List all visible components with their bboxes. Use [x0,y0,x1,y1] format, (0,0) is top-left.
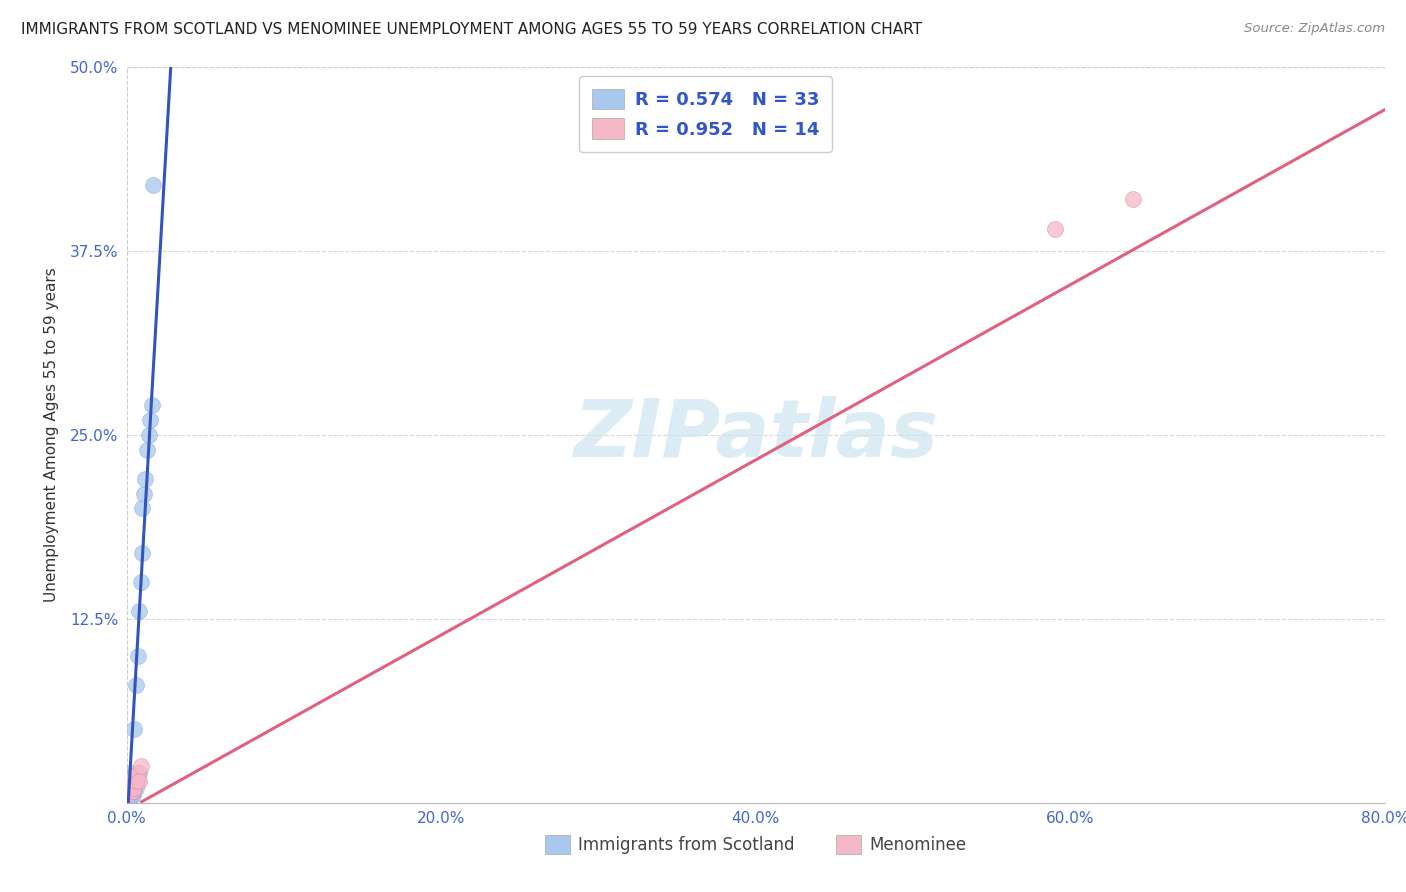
Point [127,766,149,780]
Point [124,781,146,796]
Point [120,778,142,792]
Point [1122,193,1144,207]
Point [136,442,159,457]
Point [120,785,142,799]
Text: Source: ZipAtlas.com: Source: ZipAtlas.com [1244,22,1385,36]
Point [139,413,162,427]
Point [124,784,146,798]
Point [1043,222,1066,236]
Point [131,501,153,516]
Point [127,773,149,788]
Point [118,773,141,788]
Point [125,678,148,692]
Point [124,773,146,788]
Point [117,789,139,803]
Point [127,648,149,663]
Point [121,781,143,796]
Point [131,545,153,560]
Point [134,472,156,486]
Point [125,773,148,788]
Point [118,781,141,796]
Point [142,178,165,192]
Point [141,398,163,412]
Point [118,787,141,801]
Point [117,793,139,807]
Legend: Immigrants from Scotland, Menominee: Immigrants from Scotland, Menominee [538,828,973,861]
Point [117,784,139,798]
Point [120,781,142,796]
Point [121,784,143,798]
Point [120,766,142,780]
Point [121,778,143,792]
Point [124,723,146,737]
Point [129,575,152,590]
Text: IMMIGRANTS FROM SCOTLAND VS MENOMINEE UNEMPLOYMENT AMONG AGES 55 TO 59 YEARS COR: IMMIGRANTS FROM SCOTLAND VS MENOMINEE UN… [21,22,922,37]
Point [121,789,143,803]
Point [118,791,141,805]
Point [124,769,146,783]
Point [120,789,142,804]
Point [128,773,150,788]
Y-axis label: Unemployment Among Ages 55 to 59 years: Unemployment Among Ages 55 to 59 years [44,268,59,602]
Point [128,766,150,780]
Point [121,769,143,783]
Point [138,427,160,442]
Point [120,773,142,788]
Point [128,605,150,619]
Point [117,789,139,803]
Point [118,784,141,798]
Point [129,759,152,773]
Point [132,487,155,501]
Text: ZIPatlas: ZIPatlas [574,396,938,474]
Point [125,781,148,796]
